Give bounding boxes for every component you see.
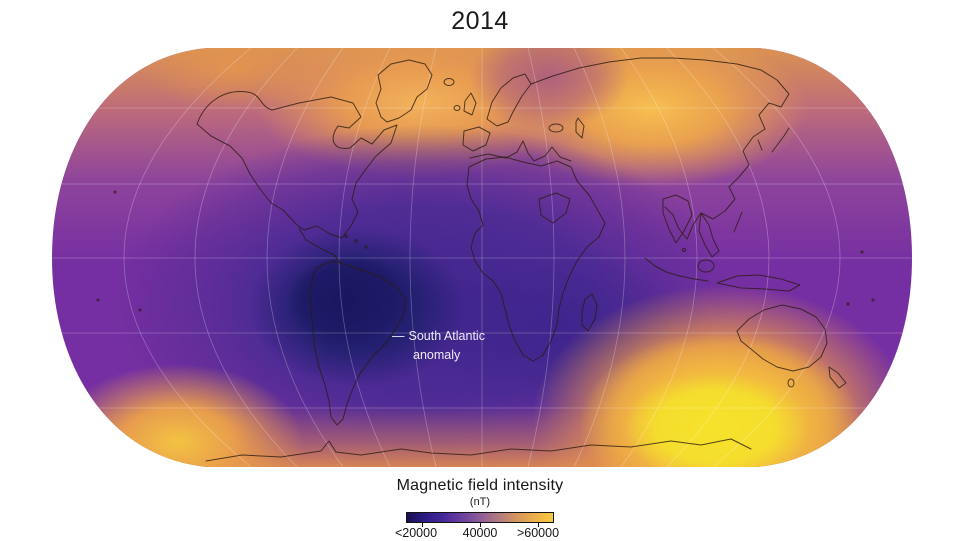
graticule bbox=[52, 48, 912, 467]
legend-title: Magnetic field intensity bbox=[396, 477, 564, 494]
colorbar-label-mid: 40000 bbox=[462, 526, 498, 540]
field-intensity-layers bbox=[52, 48, 912, 467]
colorbar bbox=[406, 512, 554, 523]
coastlines bbox=[96, 57, 875, 462]
colorbar-tick-high bbox=[538, 523, 539, 527]
legend-unit: (nT) bbox=[469, 496, 491, 508]
title-year: 2014 bbox=[451, 7, 509, 35]
south-atlantic-anomaly-annotation: — South Atlantic anomaly bbox=[392, 327, 485, 365]
colorbar-legend: Magnetic field intensity (nT) <20000 400… bbox=[330, 477, 630, 541]
colorbar-label-high: >60000 bbox=[516, 526, 560, 540]
annotation-label-line1: South Atlantic bbox=[408, 329, 485, 343]
colorbar-labels: <20000 40000 >60000 bbox=[395, 526, 559, 541]
annotation-label-line2: anomaly bbox=[413, 347, 461, 362]
colorbar-tick-mid bbox=[480, 523, 481, 527]
annotation-leader-line: — bbox=[392, 329, 404, 343]
colorbar-tick-low bbox=[422, 523, 423, 527]
colorbar-wrap: <20000 40000 >60000 bbox=[395, 512, 559, 541]
map-canvas bbox=[52, 48, 912, 467]
colorbar-label-low: <20000 bbox=[394, 526, 438, 540]
